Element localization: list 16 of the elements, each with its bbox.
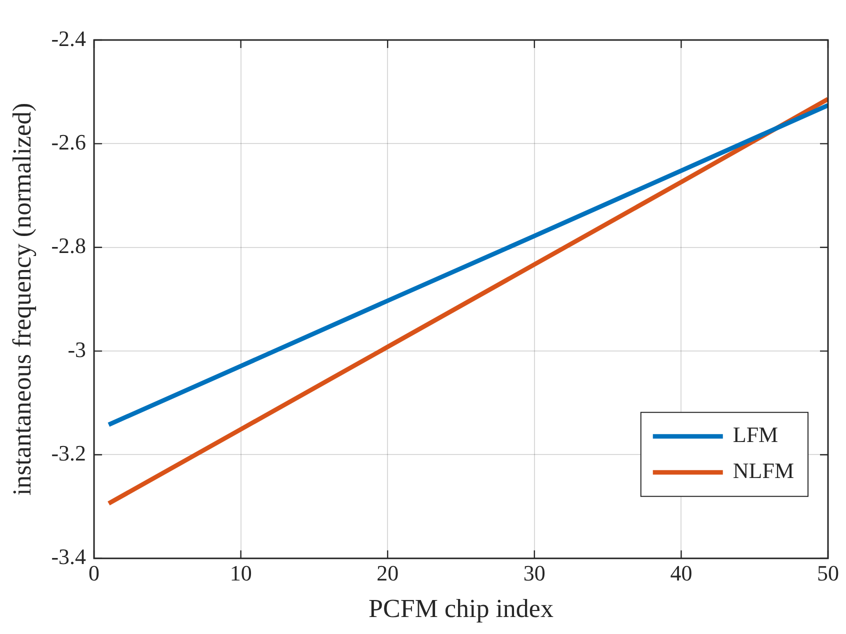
x-axis-title: PCFM chip index [368,594,554,624]
x-tick-label: 30 [523,560,546,586]
x-tick-label: 10 [230,560,252,586]
y-tick-label: -2.8 [51,233,86,258]
x-tick-label: 50 [817,560,839,586]
legend-label: LFM [732,422,778,448]
y-tick-label: -3.4 [51,544,86,570]
y-tick-label: -3.2 [51,440,86,466]
x-tick-label: 20 [376,560,399,586]
x-tick-label: 40 [670,560,692,586]
x-tick-label: 0 [88,560,100,586]
legend-label: NLFM [732,458,794,484]
y-tick-label: -2.6 [51,129,86,154]
y-tick-label: -3 [68,336,86,362]
y-axis-title: instantaneous frequency (normalized) [7,102,36,496]
y-tick-label: -2.4 [51,26,86,51]
